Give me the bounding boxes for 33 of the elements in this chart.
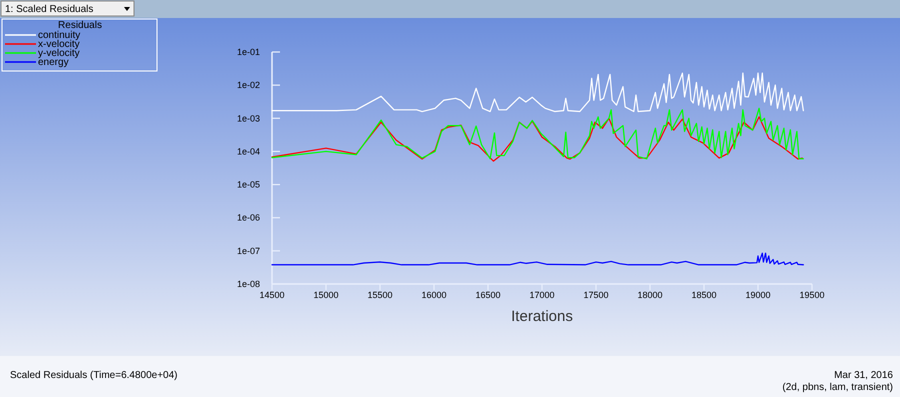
legend-label: energy xyxy=(38,57,69,68)
x-tick-label: 17000 xyxy=(529,290,555,300)
x-tick-label: 16000 xyxy=(421,290,447,300)
y-tick-label: 1e-08 xyxy=(236,279,260,289)
legend-label: continuity xyxy=(38,30,80,41)
text: (2d, pbns, lam, transient) xyxy=(782,382,893,393)
x-tick-label: 17500 xyxy=(583,290,609,300)
x-tick-label: 19500 xyxy=(799,290,825,300)
y-tick-label: 1e-05 xyxy=(236,180,260,190)
legend-label: y-velocity xyxy=(38,48,80,59)
y-tick-label: 1e-07 xyxy=(236,246,260,256)
x-axis-title: Iterations xyxy=(511,308,573,325)
text: Scaled Residuals (Time=6.4800e+04) xyxy=(10,370,178,381)
text: Mar 31, 2016 xyxy=(834,370,894,381)
y-tick-label: 1e-06 xyxy=(236,212,260,223)
line-series xyxy=(271,72,804,112)
x-tick-label: 15000 xyxy=(313,290,339,300)
y-tick-label: 1e-01 xyxy=(236,47,260,57)
x-tick-label: 18000 xyxy=(637,290,663,300)
y-tick-label: 1e-02 xyxy=(236,80,260,90)
dropdown: 1: Scaled Residuals xyxy=(0,0,134,16)
y-tick-label: 1e-04 xyxy=(236,146,260,156)
y-tick-label: 1e-03 xyxy=(236,113,260,124)
line-series xyxy=(271,252,804,266)
x-tick-label: 19000 xyxy=(745,290,771,300)
x-tick-label: 16500 xyxy=(475,290,501,300)
x-tick-label: 14500 xyxy=(259,290,285,300)
legend-title: Residuals xyxy=(58,20,102,31)
line-series xyxy=(271,116,803,162)
line-series xyxy=(271,108,804,160)
x-tick-label: 15500 xyxy=(367,290,393,300)
legend-label: x-velocity xyxy=(38,39,80,50)
x-tick-label: 18500 xyxy=(691,290,717,300)
